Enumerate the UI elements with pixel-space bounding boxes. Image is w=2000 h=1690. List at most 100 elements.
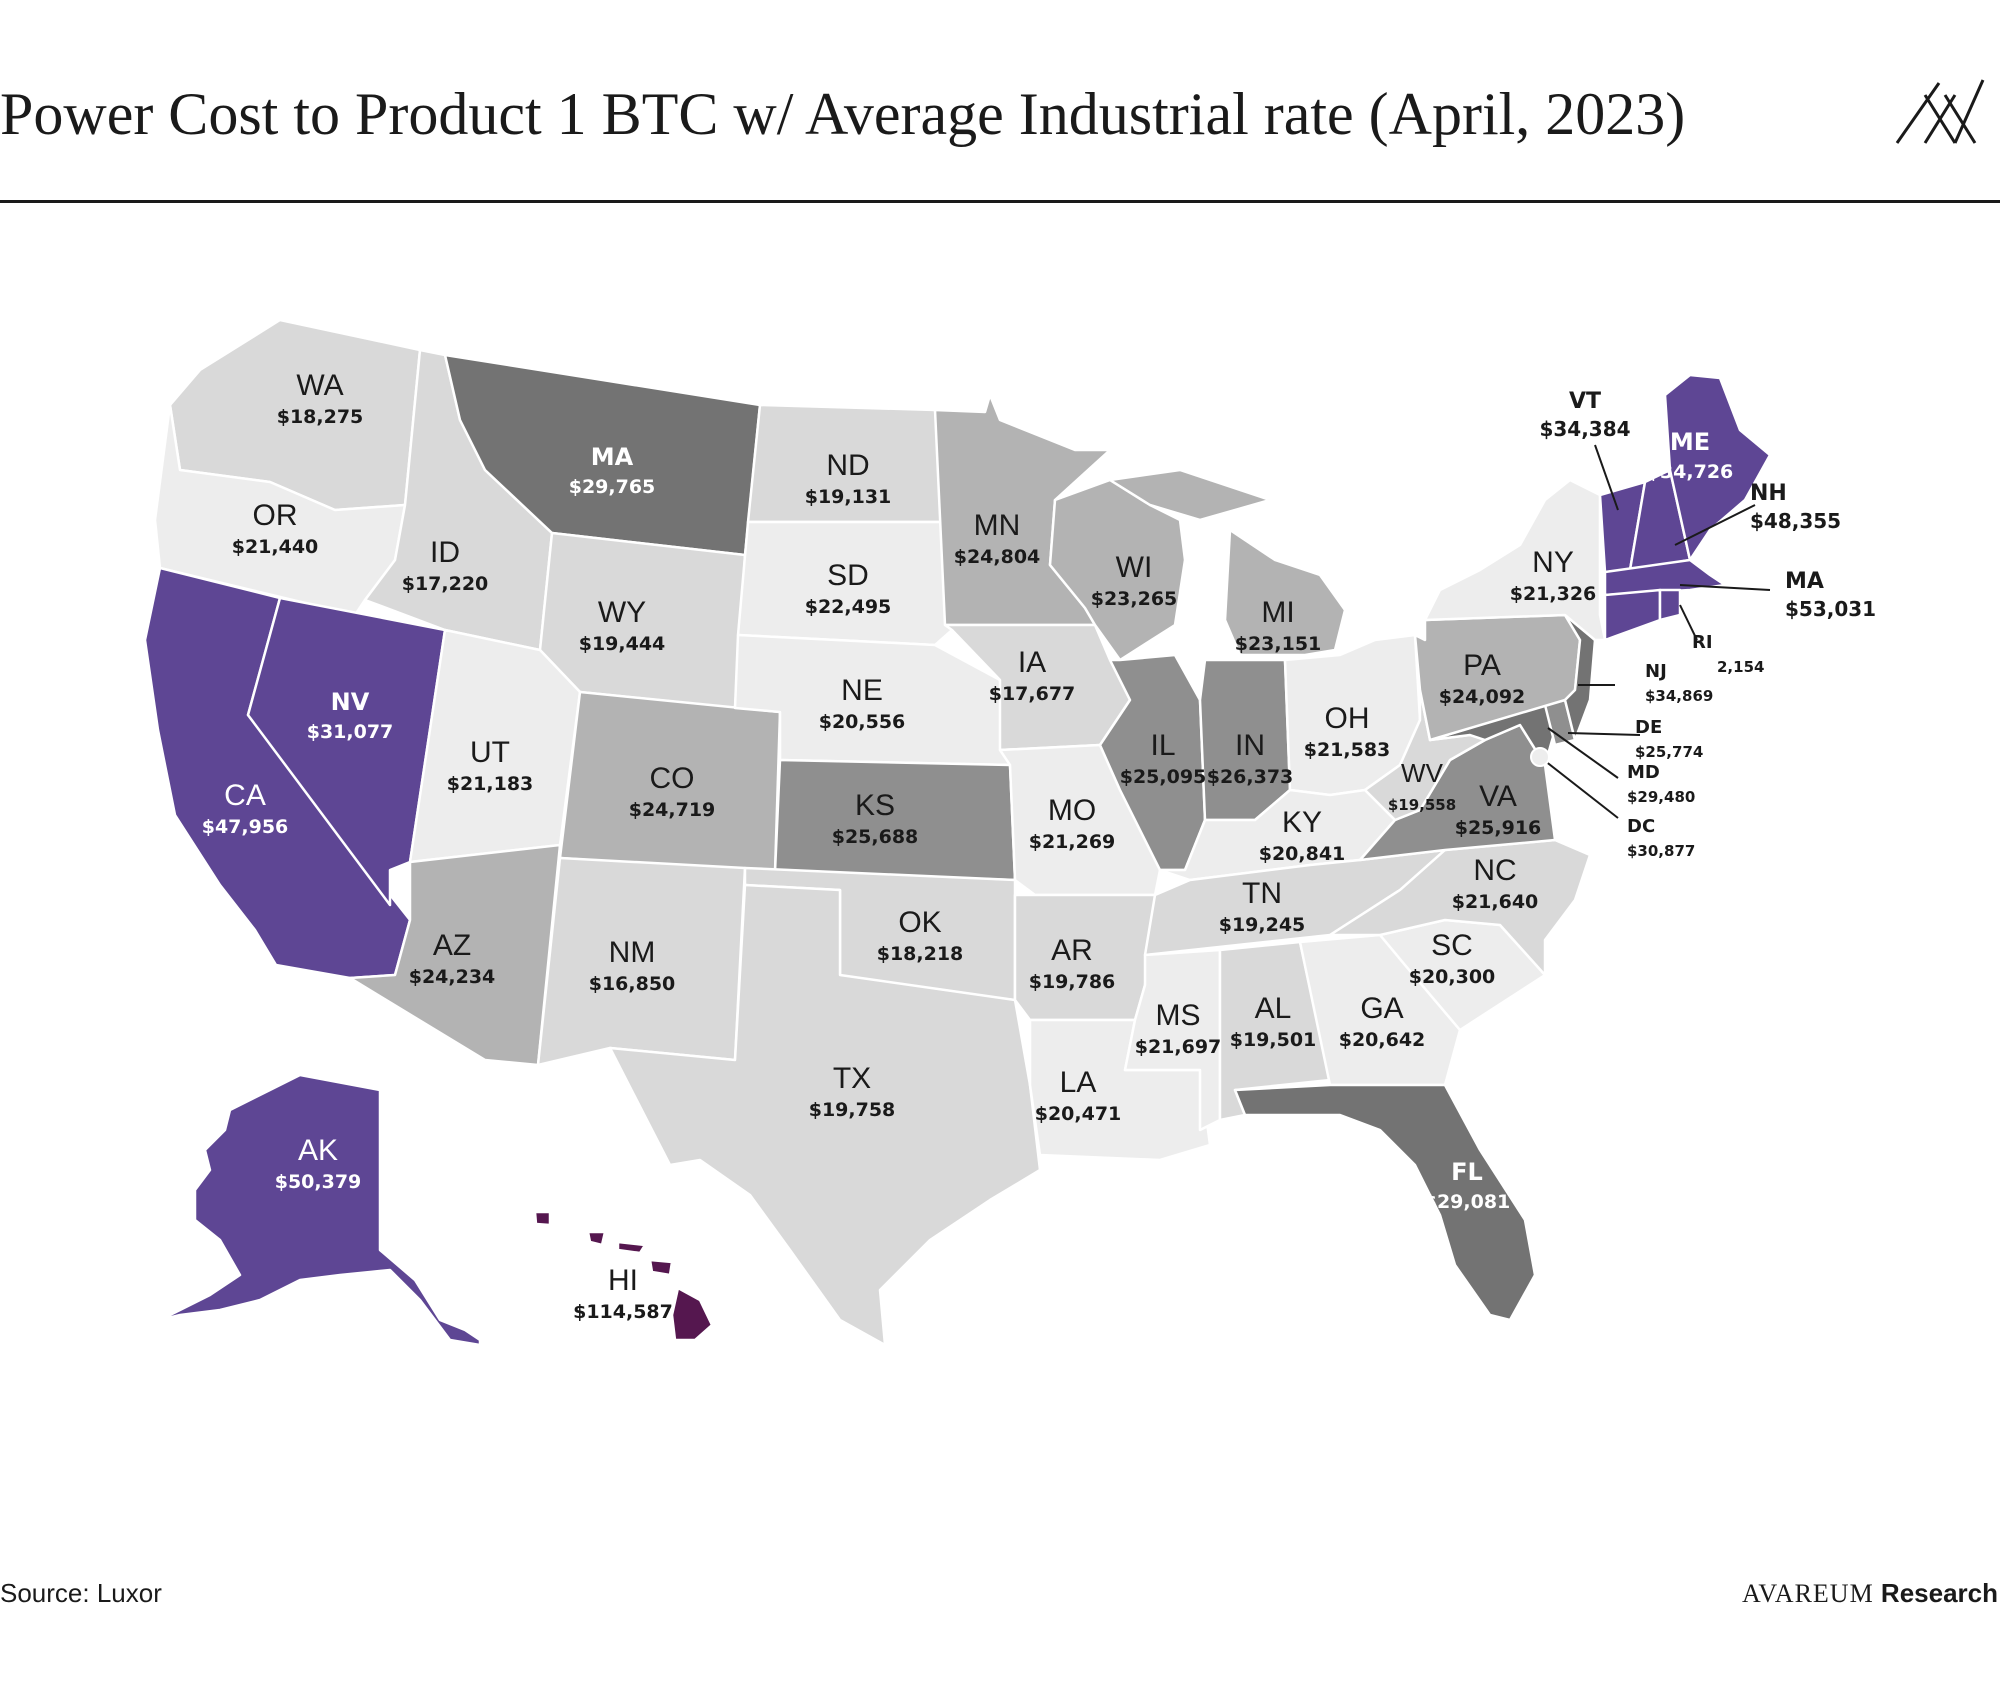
state-RI [1658, 588, 1682, 622]
state-HI-molokai [616, 1240, 647, 1255]
state-value-pa: $24,092 [1439, 686, 1526, 708]
title-divider [0, 200, 2000, 203]
state-label-ut: UT [470, 736, 510, 769]
state-value-ky: $20,841 [1259, 843, 1346, 865]
state-label-wy: WY [598, 596, 646, 629]
state-label-sc: SC [1431, 929, 1473, 962]
state-HI-big [670, 1286, 714, 1342]
state-CT [1603, 588, 1662, 642]
state-label-hi: HI [608, 1264, 638, 1297]
avareum-logo-icon [1895, 79, 1985, 144]
state-label-mt: MA [591, 443, 634, 471]
state-value-wv: $19,558 [1388, 796, 1456, 814]
state-HI-maui [648, 1258, 674, 1277]
callout-value-nh: $48,355 [1750, 509, 1841, 533]
callout-value-vt: $34,384 [1539, 417, 1630, 441]
callout-label-ma: MA [1785, 569, 1824, 594]
state-value-ca: $47,956 [202, 816, 289, 838]
state-label-nv: NV [331, 688, 370, 716]
state-label-wi: WI [1116, 551, 1153, 584]
state-label-al: AL [1255, 992, 1292, 1025]
state-label-ia: IA [1018, 646, 1046, 679]
state-label-mo: MO [1048, 794, 1096, 827]
state-value-ok: $18,218 [877, 943, 964, 965]
state-label-nc: NC [1473, 854, 1516, 887]
state-label-ks: KS [855, 789, 895, 822]
state-value-mi: $23,151 [1235, 633, 1322, 655]
callout-label-de: DE [1635, 717, 1662, 738]
state-label-ny: NY [1532, 546, 1574, 579]
state-value-ak: $50,379 [275, 1171, 362, 1193]
state-value-sd: $22,495 [805, 596, 892, 618]
state-label-az: AZ [433, 929, 471, 962]
callout-value-dc: $30,877 [1627, 842, 1695, 860]
state-TX [608, 883, 1042, 1347]
state-ME [1663, 373, 1772, 562]
state-value-ga: $20,642 [1339, 1029, 1426, 1051]
state-value-mo: $21,269 [1029, 831, 1116, 853]
state-HI-oahu [586, 1230, 607, 1247]
state-label-ak: AK [298, 1134, 338, 1167]
state-label-va: VA [1479, 780, 1517, 813]
state-label-ga: GA [1360, 992, 1403, 1025]
state-label-ok: OK [898, 906, 941, 939]
brand-name: AVAREUM [1741, 1579, 1874, 1608]
state-label-mi: MI [1261, 596, 1294, 629]
callout-label-ri: RI [1692, 632, 1713, 653]
state-value-ny: $21,326 [1510, 583, 1597, 605]
state-value-la: $20,471 [1035, 1103, 1122, 1125]
state-value-tn: $19,245 [1219, 914, 1306, 936]
callout-leaders [1539, 444, 1771, 819]
state-FL [1233, 1083, 1537, 1322]
state-label-oh: OH [1325, 702, 1370, 735]
callout-value-ma: $53,031 [1785, 597, 1876, 621]
state-value-fl: $29,081 [1424, 1191, 1511, 1213]
state-MI [1223, 528, 1347, 657]
callout-value-de: $25,774 [1635, 743, 1703, 761]
callout-label-vt: VT [1569, 389, 1601, 414]
callout-value-ri: 2,154 [1717, 658, 1764, 676]
state-label-nm: NM [609, 936, 656, 969]
state-value-in: $26,373 [1207, 766, 1294, 788]
state-value-ks: $25,688 [832, 826, 919, 848]
state-value-az: $24,234 [409, 966, 496, 988]
state-value-nv: $31,077 [307, 721, 394, 743]
state-label-ky: KY [1282, 806, 1322, 839]
state-label-mn: MN [974, 509, 1021, 542]
state-NJ [1563, 613, 1597, 742]
state-label-or: OR [253, 499, 298, 532]
state-label-me: ME [1670, 428, 1710, 456]
callout-label-nj: NJ [1645, 661, 1667, 682]
state-label-tx: TX [833, 1062, 871, 1095]
page-title: Power Cost to Product 1 BTC w/ Average I… [0, 81, 1686, 147]
state-value-il: $25,095 [1120, 766, 1207, 788]
state-value-oh: $21,583 [1304, 739, 1391, 761]
state-value-wa: $18,275 [277, 406, 364, 428]
state-label-pa: PA [1463, 649, 1501, 682]
state-MI-UP [1108, 468, 1272, 522]
dc-marker [1530, 747, 1550, 767]
state-value-nd: $19,131 [805, 486, 892, 508]
state-label-la: LA [1060, 1066, 1097, 1099]
state-value-me: $34,726 [1647, 461, 1734, 483]
callout-label-dc: DC [1627, 816, 1655, 837]
state-value-va: $25,916 [1455, 817, 1542, 839]
state-label-fl: FL [1451, 1158, 1483, 1186]
state-label-ca: CA [224, 779, 266, 812]
callout-value-md: $29,480 [1627, 788, 1695, 806]
state-value-ia: $17,677 [989, 683, 1076, 705]
state-AK [158, 1073, 482, 1347]
state-value-co: $24,719 [629, 799, 716, 821]
state-value-ne: $20,556 [819, 711, 906, 733]
state-NY [1423, 478, 1607, 642]
state-label-co: CO [650, 762, 695, 795]
state-value-ar: $19,786 [1029, 971, 1116, 993]
state-value-mt: $29,765 [569, 476, 656, 498]
state-label-wa: WA [296, 369, 343, 402]
state-label-wv: WV [1401, 758, 1444, 788]
state-value-id: $17,220 [402, 573, 489, 595]
state-value-ut: $21,183 [447, 773, 534, 795]
state-SD [736, 520, 954, 647]
state-value-al: $19,501 [1230, 1029, 1317, 1051]
state-value-mn: $24,804 [954, 546, 1041, 568]
